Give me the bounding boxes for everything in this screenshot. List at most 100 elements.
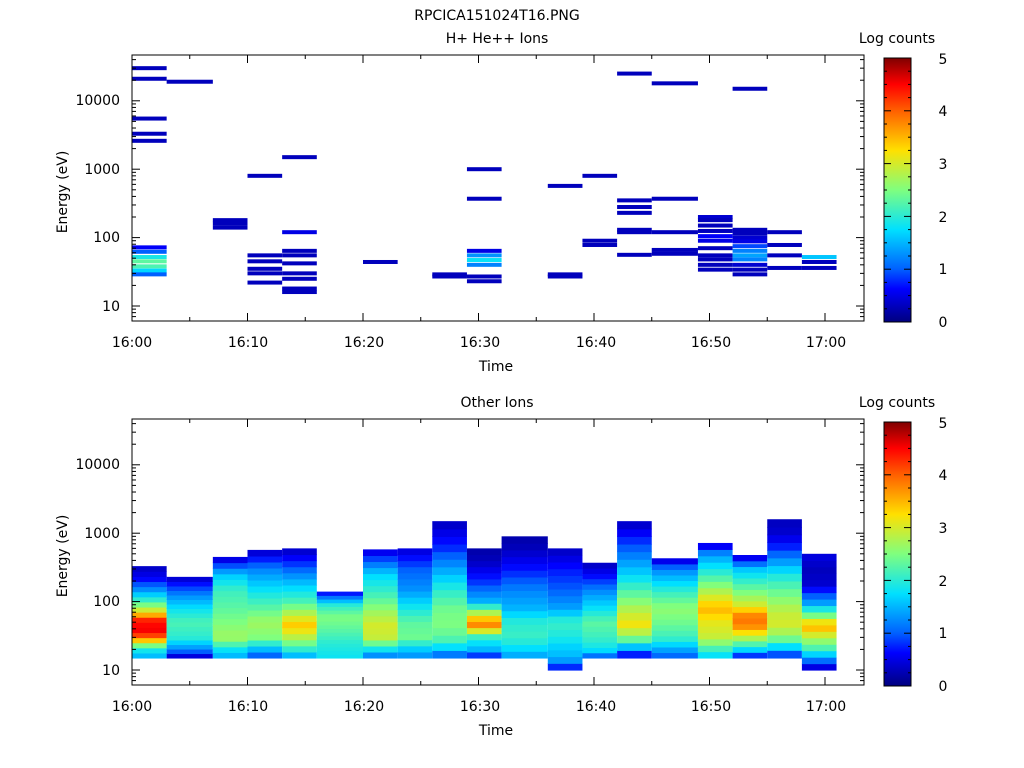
colorbar-tick-label: 5 bbox=[939, 416, 948, 432]
heatmap-cell bbox=[212, 629, 248, 637]
heatmap-cell bbox=[466, 621, 502, 629]
heatmap-cell bbox=[651, 597, 698, 604]
heatmap-cell bbox=[212, 618, 248, 625]
y-tick-label: 1000 bbox=[84, 162, 120, 178]
heatmap-cell bbox=[132, 606, 167, 613]
heatmap-cell bbox=[166, 653, 213, 659]
heatmap-cell bbox=[547, 274, 583, 279]
panel2-x-tick-labels: 16:00 16:10 16:20 16:30 16:40 16:50 17:0… bbox=[112, 699, 846, 715]
heatmap-cell bbox=[432, 566, 467, 575]
heatmap-cell bbox=[732, 612, 768, 619]
heatmap-cell bbox=[432, 274, 467, 279]
heatmap-cell bbox=[363, 633, 398, 641]
heatmap-cell bbox=[166, 648, 213, 655]
heatmap-cell bbox=[547, 555, 583, 563]
heatmap-cell bbox=[132, 566, 167, 572]
heatmap-cell bbox=[466, 548, 502, 556]
heatmap-cell bbox=[732, 244, 768, 249]
colorbar-label: Log counts bbox=[859, 31, 935, 47]
colorbar-ticks bbox=[884, 421, 911, 687]
heatmap-cell bbox=[316, 632, 363, 637]
heatmap-cell bbox=[732, 589, 768, 596]
heatmap-cell bbox=[397, 578, 433, 586]
colorbar-tick-label: 4 bbox=[939, 468, 948, 484]
panel1-x-axis-label: Time bbox=[478, 359, 513, 375]
heatmap-cell bbox=[582, 652, 618, 659]
heatmap-cell bbox=[651, 591, 698, 598]
heatmap-cell bbox=[767, 230, 802, 235]
heatmap-cell bbox=[547, 272, 583, 277]
panel2-y-axis-label: Energy (eV) bbox=[55, 515, 71, 598]
heatmap-cell bbox=[582, 573, 618, 580]
heatmap-cell bbox=[547, 602, 583, 610]
heatmap-cell bbox=[363, 259, 398, 264]
heatmap-cell bbox=[363, 609, 398, 617]
heatmap-cell bbox=[547, 568, 583, 577]
heatmap-cell bbox=[466, 645, 502, 653]
heatmap-cell bbox=[582, 589, 618, 596]
heatmap-cell bbox=[316, 624, 363, 630]
heatmap-cell bbox=[617, 650, 652, 659]
heatmap-cell bbox=[801, 644, 837, 652]
heatmap-cell bbox=[466, 590, 502, 598]
heatmap-cell bbox=[397, 615, 433, 623]
heatmap-cell bbox=[801, 657, 837, 665]
y-tick-label: 1000 bbox=[84, 526, 120, 542]
heatmap-cell bbox=[212, 573, 248, 580]
heatmap-cell bbox=[767, 253, 802, 258]
heatmap-cell bbox=[466, 560, 502, 568]
heatmap-cell bbox=[466, 258, 502, 263]
heatmap-cell bbox=[466, 554, 502, 562]
heatmap-cell bbox=[132, 138, 167, 143]
heatmap-cell bbox=[547, 636, 583, 644]
heatmap-cell bbox=[132, 596, 167, 603]
heatmap-cell bbox=[247, 651, 283, 659]
heatmap-cell bbox=[363, 639, 398, 647]
heatmap-cell bbox=[547, 609, 583, 617]
heatmap-cell bbox=[282, 230, 317, 235]
heatmap-cell bbox=[397, 560, 433, 568]
heatmap-cell bbox=[166, 644, 213, 650]
heatmap-cell bbox=[212, 568, 248, 575]
heatmap-cell bbox=[432, 272, 467, 277]
panel2-plot-frame bbox=[131, 418, 865, 686]
heatmap-cell bbox=[432, 581, 467, 591]
heatmap-cell bbox=[582, 173, 618, 178]
heatmap-cell bbox=[767, 619, 802, 628]
heatmap-cell bbox=[247, 627, 283, 635]
colorbar-tick-label: 0 bbox=[939, 679, 948, 695]
heatmap-cell bbox=[247, 645, 283, 653]
heatmap-cell bbox=[617, 635, 652, 644]
heatmap-cell bbox=[466, 196, 502, 201]
heatmap-cell bbox=[582, 610, 618, 617]
heatmap-cell bbox=[212, 607, 248, 614]
heatmap-cell bbox=[363, 585, 398, 593]
heatmap-cell bbox=[697, 555, 733, 563]
heatmap-cell bbox=[767, 565, 802, 574]
heatmap-cell bbox=[801, 637, 837, 645]
heatmap-cell bbox=[617, 642, 652, 651]
heatmap-cell bbox=[247, 585, 283, 593]
heatmap-cell bbox=[397, 584, 433, 592]
heatmap-cell bbox=[767, 611, 802, 621]
heatmap-cell bbox=[282, 615, 317, 623]
heatmap-cell bbox=[801, 650, 837, 658]
heatmap-cell bbox=[212, 596, 248, 603]
heatmap-cell bbox=[397, 554, 433, 562]
heatmap-cell bbox=[132, 272, 167, 277]
heatmap-cell bbox=[547, 629, 583, 637]
heatmap-cell bbox=[166, 612, 213, 619]
heatmap-cell bbox=[432, 597, 467, 606]
heatmap-cell bbox=[282, 584, 317, 592]
heatmap-cell bbox=[732, 595, 768, 602]
heatmap-cell bbox=[132, 76, 167, 81]
heatmap-cell bbox=[547, 561, 583, 570]
heatmap-cell bbox=[501, 543, 548, 551]
heatmap-cell bbox=[501, 549, 548, 558]
heatmap-cell bbox=[651, 635, 698, 642]
heatmap-cell bbox=[363, 597, 398, 605]
heatmap-cell bbox=[132, 622, 167, 628]
heatmap-cell bbox=[132, 591, 167, 598]
heatmap-cell bbox=[166, 599, 213, 605]
heatmap-cell bbox=[501, 617, 548, 625]
